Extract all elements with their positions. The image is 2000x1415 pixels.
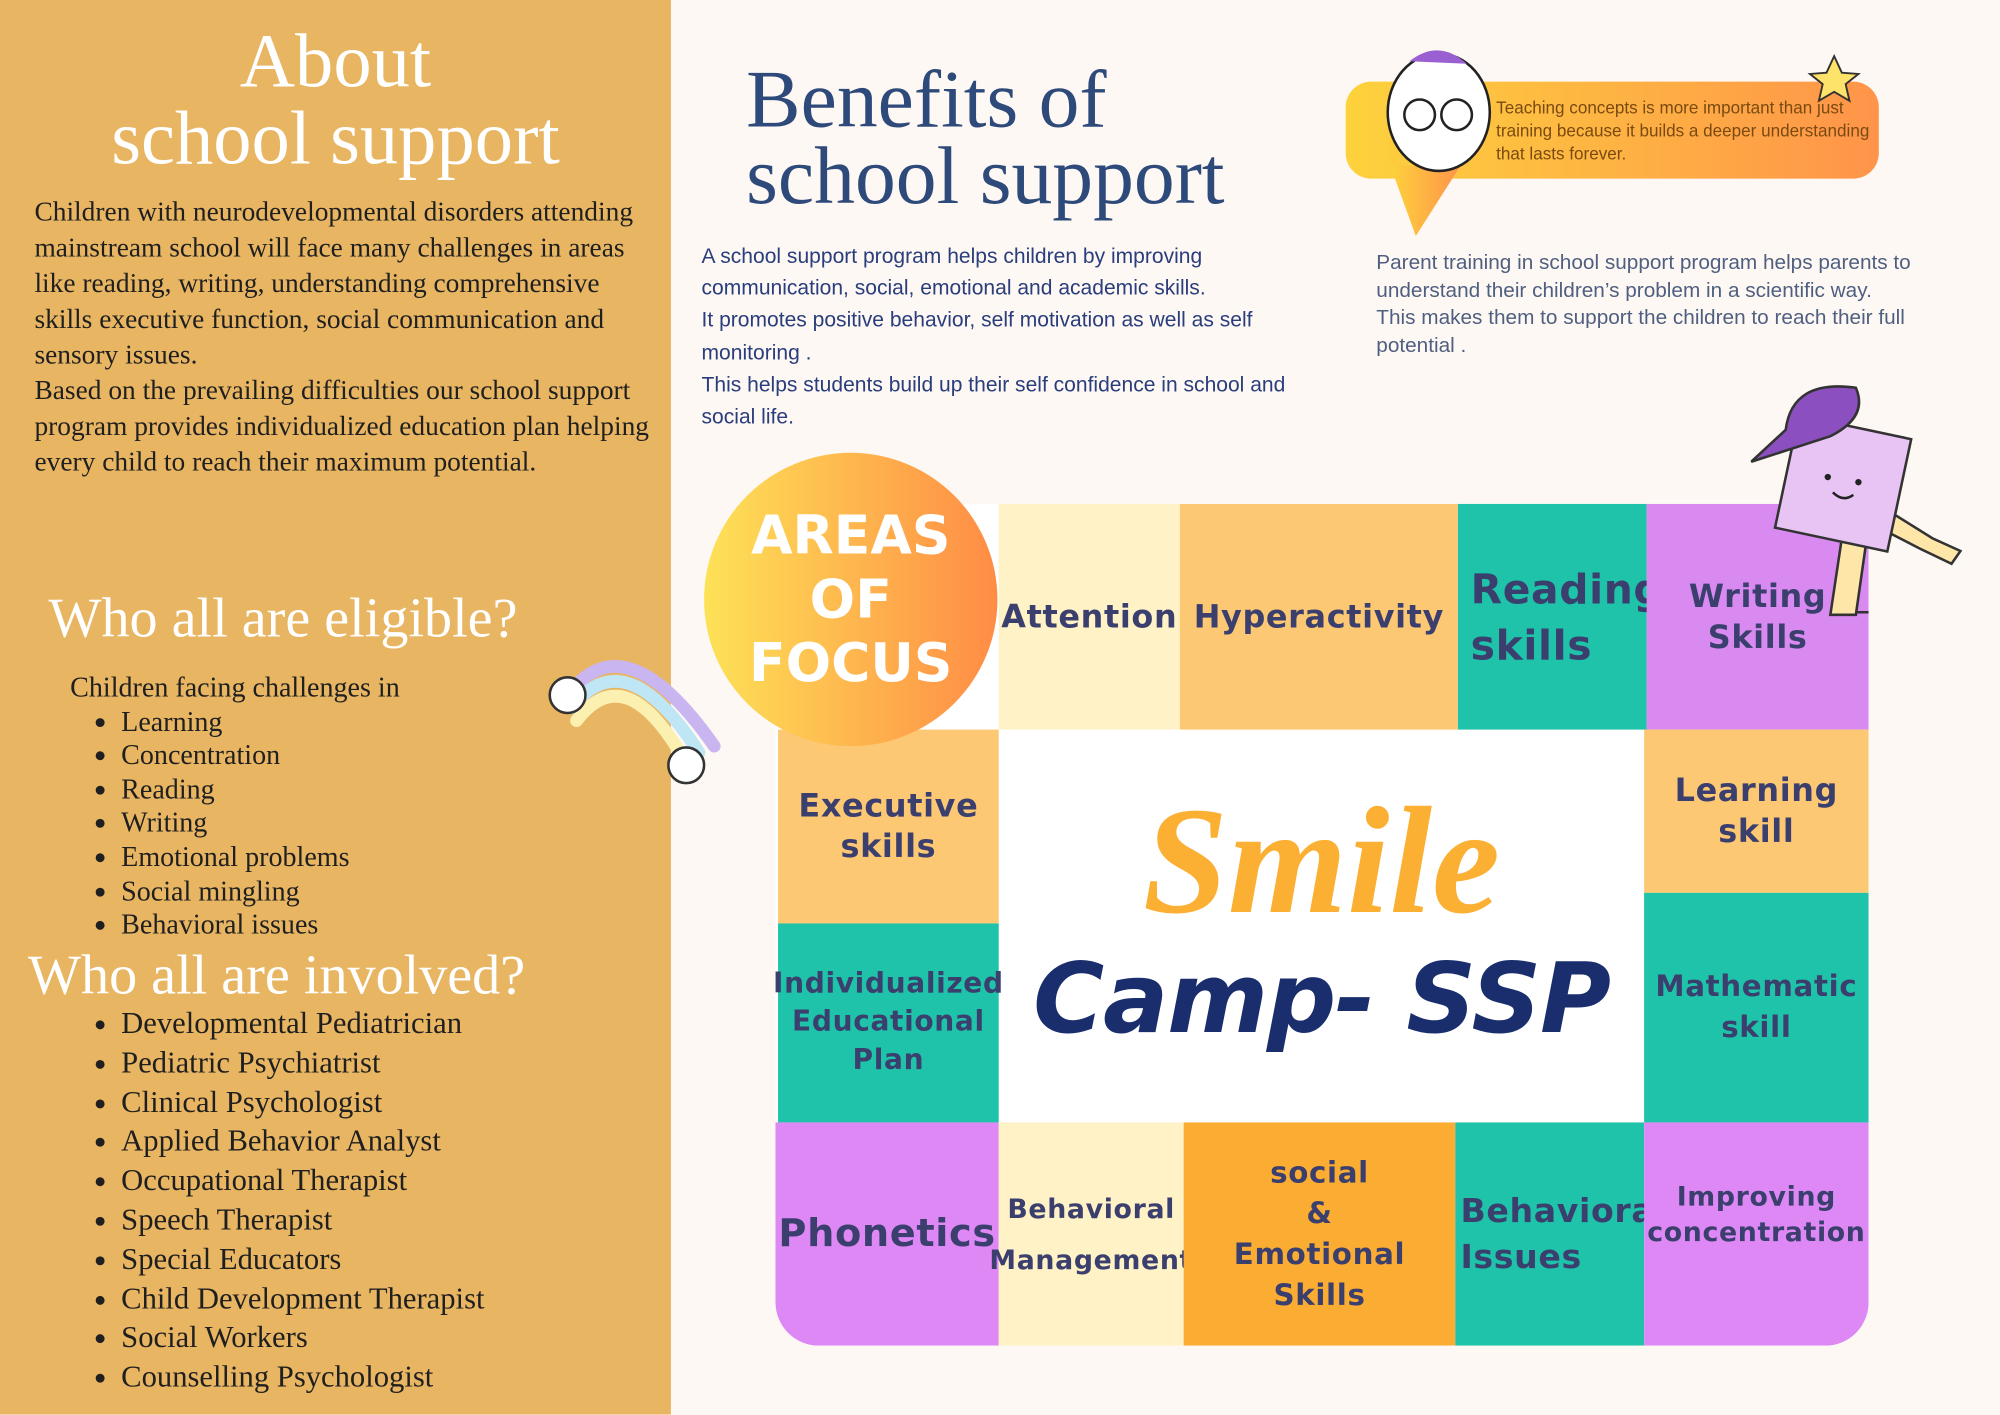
list-item: Developmental Pediatrician bbox=[121, 1005, 484, 1044]
tile-label: Hyperactivity bbox=[1193, 597, 1445, 635]
tile-label: Plan bbox=[852, 1044, 925, 1077]
tile-label: Skills bbox=[1707, 617, 1808, 655]
list: LearningConcentrationReadingWritingEmoti… bbox=[70, 705, 400, 942]
tile: Writing Skills bbox=[1646, 503, 1869, 730]
tile-label: skill bbox=[1721, 1011, 1792, 1045]
list-item: Occupational Therapist bbox=[121, 1162, 484, 1201]
eligible-title: Who all are eligible? bbox=[48, 586, 518, 650]
benefits-text: A school support program helps children … bbox=[702, 241, 1327, 434]
areas-badge: AREAS OF FOCUS bbox=[704, 452, 998, 747]
list-item: Pediatric Psychiatrist bbox=[121, 1044, 484, 1083]
lead: Children facing challenges in bbox=[70, 670, 400, 703]
list-item: Reading bbox=[121, 773, 400, 807]
tile: Reading skills bbox=[1457, 503, 1663, 730]
tile-label: Behavioral bbox=[1460, 1191, 1667, 1231]
square-character bbox=[1750, 385, 1963, 617]
tile-label: Reading bbox=[1470, 564, 1664, 613]
quote-bubble bbox=[1345, 50, 1879, 236]
tile-label: Mathematic bbox=[1655, 970, 1858, 1004]
tile-label: concentration bbox=[1647, 1216, 1866, 1248]
title-line: Benefits of bbox=[746, 53, 1107, 145]
tile-label: Writing bbox=[1688, 577, 1827, 615]
benefits-title: Benefits of school support bbox=[746, 53, 1225, 221]
tile: Mathematic skill bbox=[1644, 892, 1869, 1123]
tile-label: Phonetics bbox=[778, 1211, 996, 1256]
tile: Individualized Educational Plan bbox=[776, 923, 1003, 1123]
badge-line: FOCUS bbox=[748, 631, 953, 694]
paragraph: A school support program helps children … bbox=[701, 244, 1206, 301]
list-item: Special Educators bbox=[121, 1241, 484, 1280]
list-item: Behavioral issues bbox=[121, 908, 400, 942]
badge-line: AREAS bbox=[751, 503, 951, 567]
tile-label: Attention bbox=[1001, 597, 1178, 635]
tile: Hyperactivity bbox=[1179, 503, 1458, 730]
about-title: About school support bbox=[0, 23, 671, 176]
tile: Phonetics bbox=[775, 1122, 999, 1346]
tile: Executive skills bbox=[778, 729, 999, 924]
list-item: Counselling Psychologist bbox=[121, 1359, 484, 1398]
tile-label: skills bbox=[1470, 620, 1593, 669]
list-item: Emotional problems bbox=[121, 841, 400, 875]
title-line: About bbox=[239, 19, 432, 104]
parent-training-text: Parent training in school support progra… bbox=[1376, 250, 1924, 360]
tile-label: Individualized bbox=[775, 968, 1004, 1000]
tile-label: Learning bbox=[1674, 771, 1839, 809]
list-item: Social Workers bbox=[121, 1319, 484, 1358]
tile-label: & bbox=[1306, 1197, 1333, 1231]
tile-label: Emotional Skills bbox=[1233, 1237, 1406, 1312]
tile: Behavioral Issues bbox=[1455, 1122, 1666, 1346]
eligible-list: Children facing challenges in LearningCo… bbox=[70, 671, 400, 942]
list-item: Clinical Psychologist bbox=[121, 1084, 484, 1123]
tile-label: skills bbox=[840, 827, 937, 865]
paragraph: It promotes positive behavior, self moti… bbox=[701, 309, 1253, 365]
about-text: Children with neurodevelopmental disorde… bbox=[34, 194, 659, 480]
tile-label: Behavioral bbox=[1007, 1193, 1175, 1224]
tile-label: Executive bbox=[798, 786, 979, 824]
tile: Behavioral Management bbox=[989, 1122, 1192, 1346]
tile-label: Management bbox=[989, 1244, 1193, 1275]
quote-text: Teaching concepts is more important than… bbox=[1496, 98, 1870, 164]
paragraph: This makes them to support the children … bbox=[1376, 306, 1905, 357]
list-item: Speech Therapist bbox=[121, 1202, 484, 1241]
tile: social & Emotional Skills bbox=[1183, 1122, 1456, 1346]
tile: Improving concentration bbox=[1644, 1122, 1869, 1346]
paragraph: Based on the prevailing difficulties our… bbox=[34, 374, 650, 478]
paragraph: Parent training in school support progra… bbox=[1376, 251, 1911, 302]
rainbow bbox=[548, 660, 721, 785]
tile-label: Educational bbox=[792, 1006, 985, 1039]
tile-label: skill bbox=[1718, 812, 1795, 850]
badge-line: OF bbox=[809, 567, 892, 631]
paragraph: This helps students build up their self … bbox=[701, 373, 1286, 429]
list: Developmental PediatricianPediatric Psyc… bbox=[96, 1005, 485, 1398]
list-item: Concentration bbox=[121, 739, 400, 773]
title-line: school support bbox=[746, 130, 1225, 221]
tile-label: social bbox=[1270, 1156, 1369, 1190]
list-item: Social mingling bbox=[121, 874, 400, 908]
tile: Attention bbox=[998, 503, 1180, 730]
tile-label: Issues bbox=[1460, 1237, 1582, 1277]
list-item: Writing bbox=[121, 807, 400, 841]
list-item: Child Development Therapist bbox=[121, 1280, 484, 1319]
list-item: Learning bbox=[121, 705, 400, 739]
brand-name: Camp- SSP bbox=[1033, 941, 1611, 1055]
title-line: school support bbox=[111, 95, 560, 180]
involved-list: Developmental PediatricianPediatric Psyc… bbox=[96, 1005, 485, 1398]
list-item: Applied Behavior Analyst bbox=[121, 1123, 484, 1162]
paragraph: Children with neurodevelopmental disorde… bbox=[34, 196, 634, 370]
involved-title: Who all are involved? bbox=[28, 943, 526, 1007]
tile-label: Improving bbox=[1676, 1181, 1837, 1212]
tile: Learning skill bbox=[1644, 729, 1869, 893]
brand-script: Smile bbox=[1142, 775, 1501, 946]
